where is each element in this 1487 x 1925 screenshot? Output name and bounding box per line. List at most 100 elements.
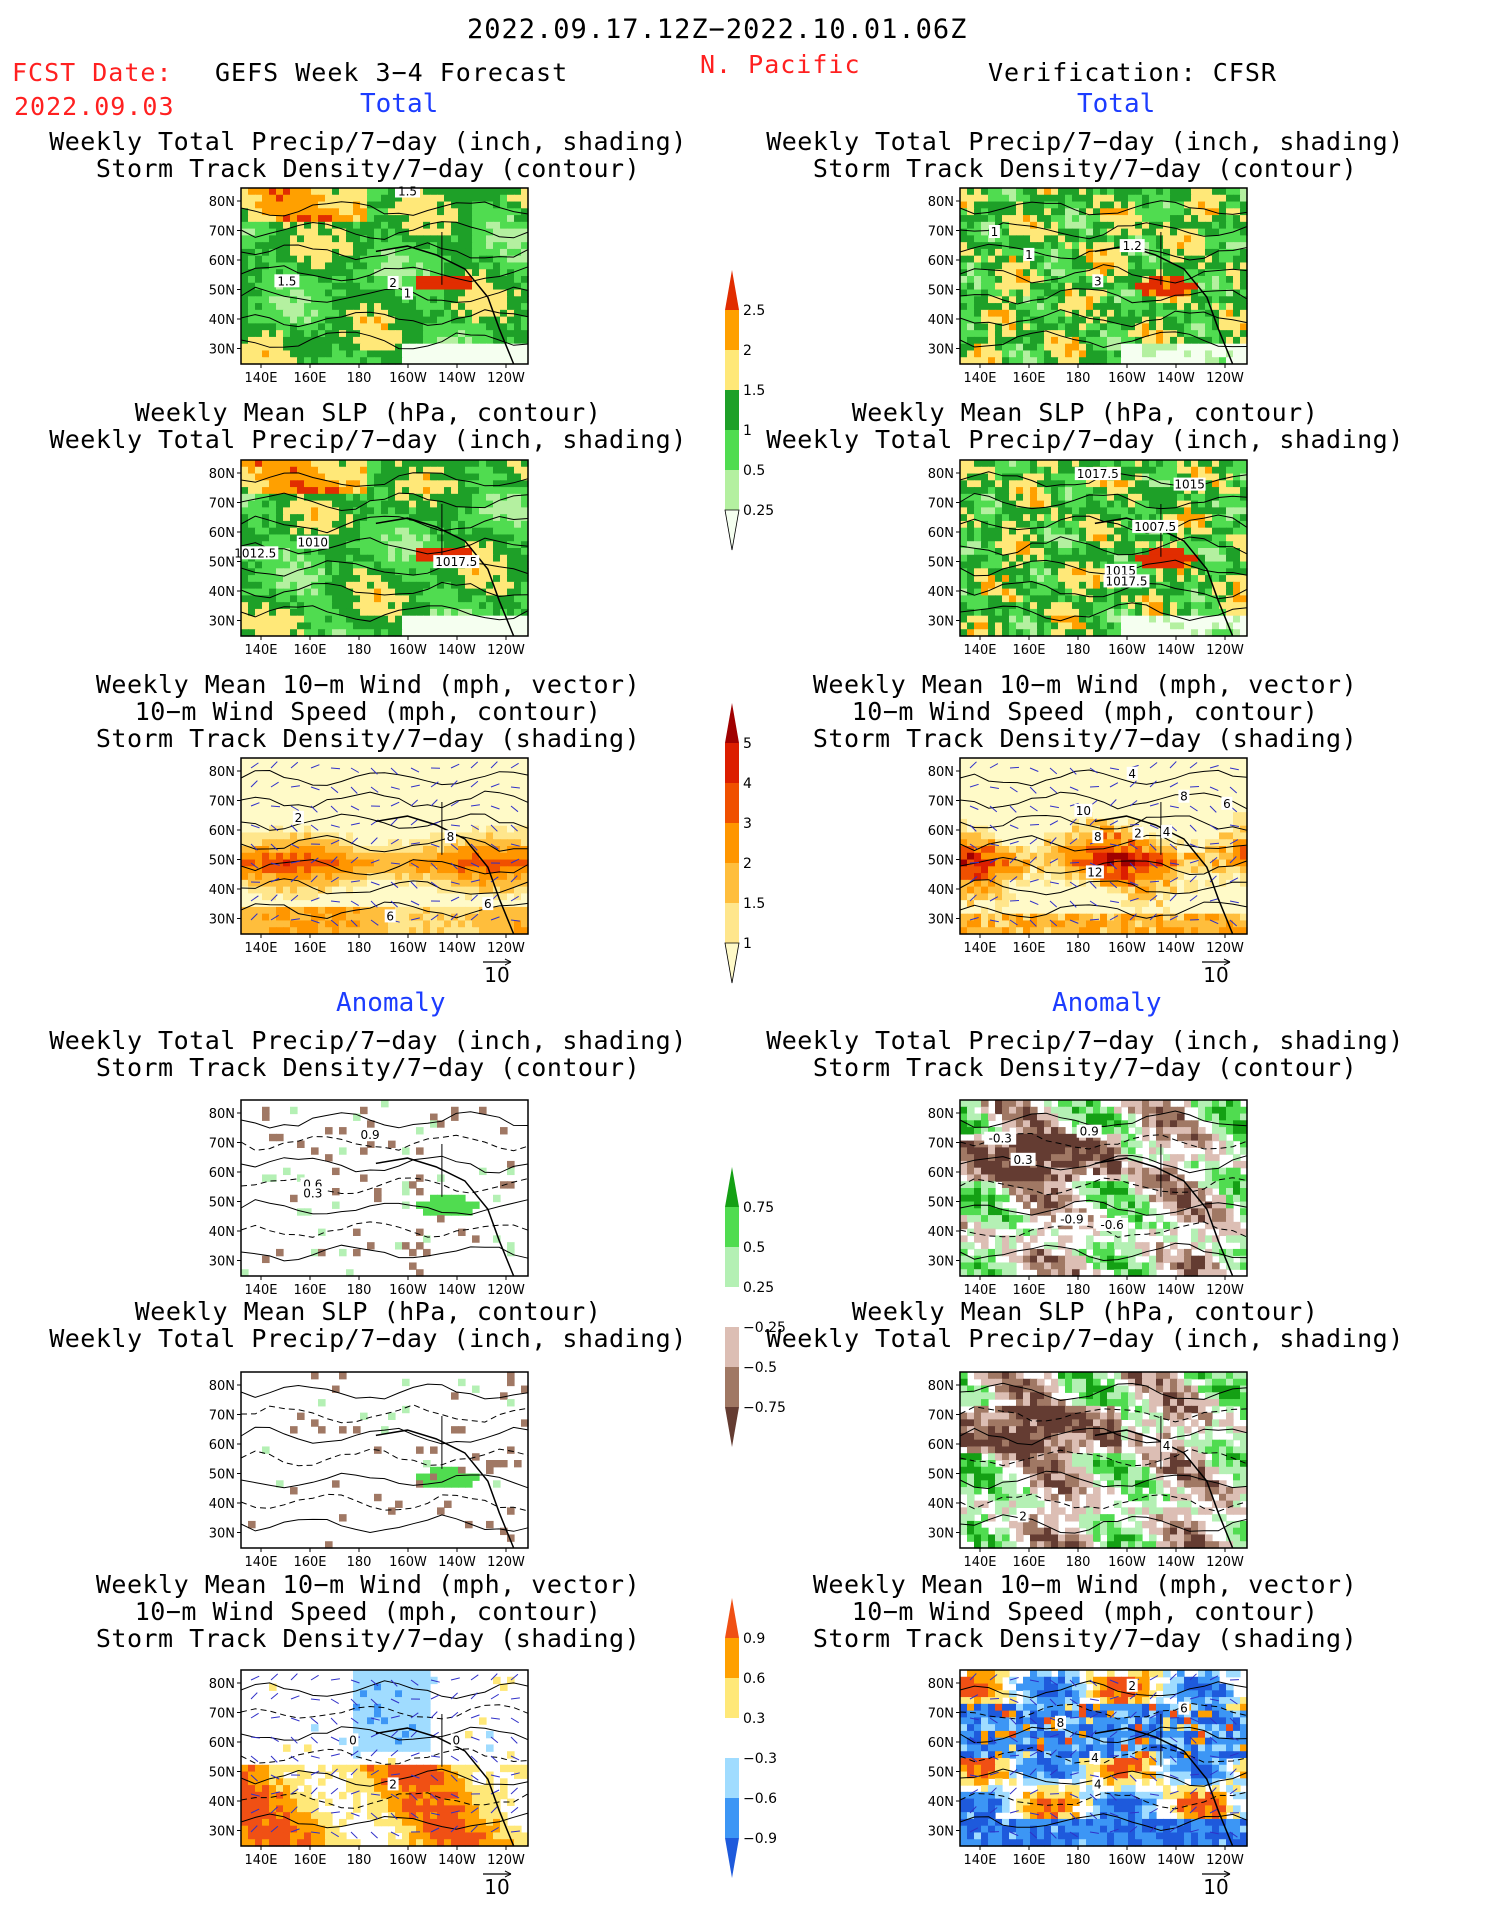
field-cell [248,194,256,203]
field-cell [402,575,410,583]
field-cell [493,520,501,529]
field-cell [1093,201,1101,209]
field-cell [1044,602,1052,610]
field-cell [451,595,459,603]
field-cell [507,629,515,637]
field-cell [465,242,473,250]
field-cell [486,201,494,209]
field-cell [311,242,319,250]
field-cell [1114,514,1122,522]
field-cell [458,194,466,203]
field-cell [1072,554,1080,563]
field-cell [304,561,312,569]
field-cell [304,473,312,481]
field-cell [332,575,340,583]
field-cell [276,764,284,773]
field-cell [297,608,305,617]
field-cell [1114,615,1122,624]
field-cell [1142,296,1150,304]
field-cell [458,336,466,345]
field-cell [283,221,291,230]
field-cell [402,255,410,264]
field-cell [1212,500,1220,508]
field-cell [269,215,277,223]
field-cell [269,520,277,529]
field-cell [472,575,480,583]
field-cell [395,194,403,203]
field-cell [374,500,382,508]
field-cell [1233,255,1241,264]
field-cell [521,595,529,603]
field-cell [283,235,291,243]
field-cell [493,561,501,569]
field-cell [981,350,989,358]
field-cell [1233,276,1241,284]
field-cell [255,846,263,854]
field-cell [1219,520,1227,529]
field-cell [1233,269,1241,277]
field-cell [402,818,410,827]
field-cell [974,629,982,637]
field-cell [486,343,494,352]
field-cell [1184,350,1192,358]
field-cell [241,825,249,834]
field-cell [437,276,445,284]
field-cell [1198,460,1206,468]
field-cell [1170,622,1178,630]
field-cell [458,466,466,475]
field-cell [1163,608,1171,617]
lon-tick-label: 120W [487,371,525,386]
field-cell [1170,608,1178,617]
field-cell [514,785,522,793]
field-cell [444,581,452,590]
field-cell [1086,527,1094,536]
field-cell [1037,595,1045,603]
field-cell [1072,507,1080,515]
field-cell [1233,323,1241,331]
field-cell [367,500,375,508]
field-cell [514,323,522,331]
field-cell [1009,473,1017,481]
field-cell [507,514,515,522]
field-cell [269,221,277,230]
field-cell [493,493,501,502]
field-cell [1198,282,1206,291]
field-cell [974,493,982,502]
field-cell [430,316,438,324]
field-cell [465,208,473,216]
field-cell [1191,629,1199,637]
field-cell [486,527,494,536]
field-cell [381,839,389,847]
field-cell [1212,188,1220,196]
field-cell [262,507,270,515]
field-cell [1156,255,1164,264]
field-cell [339,336,347,345]
field-cell [304,309,312,318]
field-cell [381,262,389,270]
field-cell [1051,568,1059,576]
field-cell [1142,208,1150,216]
field-cell [1219,201,1227,209]
field-cell [507,839,515,847]
field-cell [339,534,347,542]
field-cell [388,228,396,236]
field-cell [423,336,431,345]
field-cell [1079,296,1087,304]
field-cell [1100,309,1108,318]
field-cell [981,602,989,610]
field-cell [1135,208,1143,216]
field-cell [346,602,354,610]
field-cell [311,527,319,536]
field-cell [318,466,326,475]
field-cell [325,629,333,637]
field-cell [311,818,319,827]
field-cell [960,608,968,617]
field-cell [1058,357,1066,365]
field-cell [1149,350,1157,358]
field-cell [1226,534,1234,542]
field-cell [276,194,284,203]
field-cell [297,473,305,481]
field-cell [276,473,284,481]
field-cell [297,289,305,297]
section-total-left: Total [360,89,439,119]
